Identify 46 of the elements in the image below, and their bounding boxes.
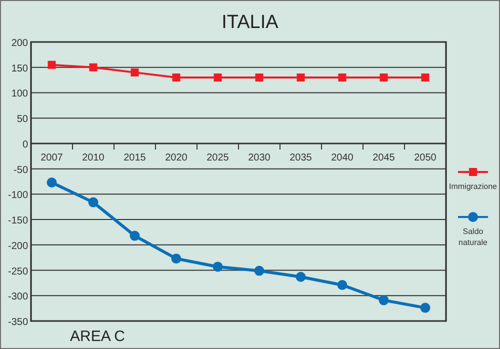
point — [48, 60, 56, 69]
point — [421, 74, 430, 82]
y-tick-label: 150 — [11, 63, 28, 74]
point — [378, 295, 389, 306]
x-tick-label: 2045 — [372, 152, 396, 164]
y-tick-label: -300 — [8, 292, 28, 303]
point — [337, 280, 348, 290]
point — [420, 302, 430, 313]
point — [171, 254, 182, 264]
y-tick-label: 0 — [22, 139, 28, 150]
point — [130, 230, 140, 241]
y-tick-label: -100 — [8, 190, 28, 202]
y-tick-label: -50 — [14, 164, 28, 176]
y-tick-label: 100 — [11, 88, 28, 100]
text: AREA C — [70, 328, 126, 345]
x-tick-label: 2030 — [248, 152, 271, 164]
point — [212, 262, 223, 272]
y-tick-label: -250 — [8, 266, 28, 278]
x-tick-label: 2050 — [414, 152, 437, 164]
x-tick-label: 2007 — [40, 152, 64, 164]
legend-label: Saldo naturale — [458, 227, 488, 247]
x-tick-label: 2040 — [331, 152, 354, 164]
y-tick-label: -200 — [8, 240, 28, 252]
point — [88, 197, 98, 208]
point — [338, 74, 346, 82]
point — [214, 74, 222, 82]
y-tick-label: -150 — [8, 216, 28, 227]
legend-label: Immigrazione — [448, 182, 498, 191]
x-tick-label: 2020 — [165, 152, 188, 164]
point — [130, 68, 139, 76]
point — [254, 266, 264, 276]
x-tick-label: 2025 — [206, 152, 230, 164]
chart-title: ITALIA — [222, 12, 279, 33]
y-tick-label: 200 — [11, 38, 28, 49]
point — [296, 74, 305, 82]
x-tick-label: 2015 — [124, 152, 146, 164]
point — [380, 74, 388, 82]
point — [46, 178, 57, 188]
x-tick-label: 2035 — [290, 152, 312, 164]
point — [296, 272, 306, 282]
point — [89, 63, 98, 72]
x-tick-label: 2010 — [82, 152, 105, 164]
y-tick-label: -350 — [8, 317, 28, 328]
point — [255, 74, 264, 82]
point — [172, 74, 180, 82]
y-tick-label: 50 — [16, 114, 28, 126]
